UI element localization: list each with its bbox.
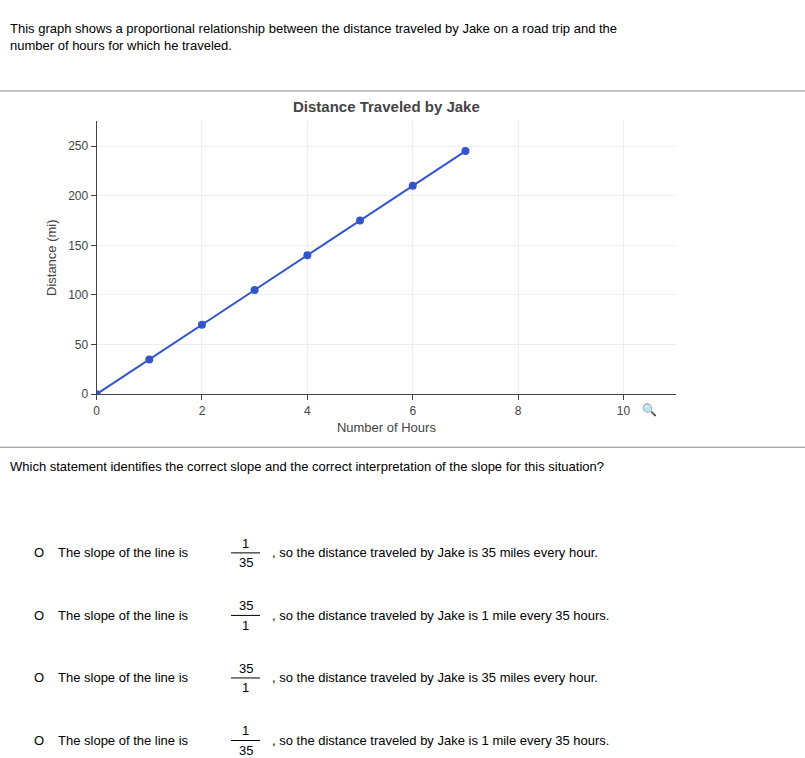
svg-text:1: 1 bbox=[242, 723, 249, 738]
svg-text:, so the distance traveled by: , so the distance traveled by Jake is 35… bbox=[272, 670, 598, 685]
svg-text:The slope of the line is: The slope of the line is bbox=[58, 545, 192, 560]
svg-text:0: 0 bbox=[82, 387, 89, 401]
svg-text:O: O bbox=[34, 545, 44, 560]
svg-text:10: 10 bbox=[617, 404, 631, 418]
svg-text:The slope of the line is: The slope of the line is bbox=[58, 608, 192, 623]
svg-text:2: 2 bbox=[199, 404, 206, 418]
svg-text:The slope of the line is: The slope of the line is bbox=[58, 670, 192, 685]
svg-text:, so the distance traveled by: , so the distance traveled by Jake is 1 … bbox=[272, 733, 609, 748]
svg-text:35: 35 bbox=[239, 743, 253, 758]
svg-text:🔍: 🔍 bbox=[642, 402, 657, 417]
svg-text:1: 1 bbox=[242, 618, 249, 633]
svg-text:35: 35 bbox=[239, 555, 253, 570]
svg-text:250: 250 bbox=[68, 139, 88, 153]
svg-text:Distance (mi): Distance (mi) bbox=[44, 219, 59, 296]
svg-text:O: O bbox=[34, 608, 44, 623]
svg-text:6: 6 bbox=[409, 404, 416, 418]
svg-text:O: O bbox=[34, 733, 44, 748]
svg-text:, so the distance traveled by: , so the distance traveled by Jake is 35… bbox=[272, 545, 598, 560]
svg-text:35: 35 bbox=[239, 661, 253, 676]
svg-text:Number of Hours: Number of Hours bbox=[337, 420, 436, 435]
svg-text:Distance Traveled by Jake: Distance Traveled by Jake bbox=[293, 98, 480, 115]
svg-text:O: O bbox=[34, 670, 44, 685]
svg-text:8: 8 bbox=[515, 404, 522, 418]
svg-text:0: 0 bbox=[93, 404, 100, 418]
svg-text:1: 1 bbox=[242, 536, 249, 551]
svg-text:4: 4 bbox=[304, 404, 311, 418]
svg-text:35: 35 bbox=[239, 598, 253, 613]
svg-text:Which statement identifies the: Which statement identifies the correct s… bbox=[10, 459, 604, 474]
svg-text:50: 50 bbox=[75, 338, 89, 352]
svg-text:150: 150 bbox=[68, 239, 88, 253]
svg-text:The slope of the line is: The slope of the line is bbox=[58, 733, 192, 748]
svg-text:1: 1 bbox=[242, 680, 249, 695]
svg-text:100: 100 bbox=[68, 288, 88, 302]
svg-text:This graph shows a proportiona: This graph shows a proportional relation… bbox=[10, 21, 617, 53]
svg-text:200: 200 bbox=[68, 189, 88, 203]
svg-text:, so the distance traveled by: , so the distance traveled by Jake is 1 … bbox=[272, 608, 609, 623]
